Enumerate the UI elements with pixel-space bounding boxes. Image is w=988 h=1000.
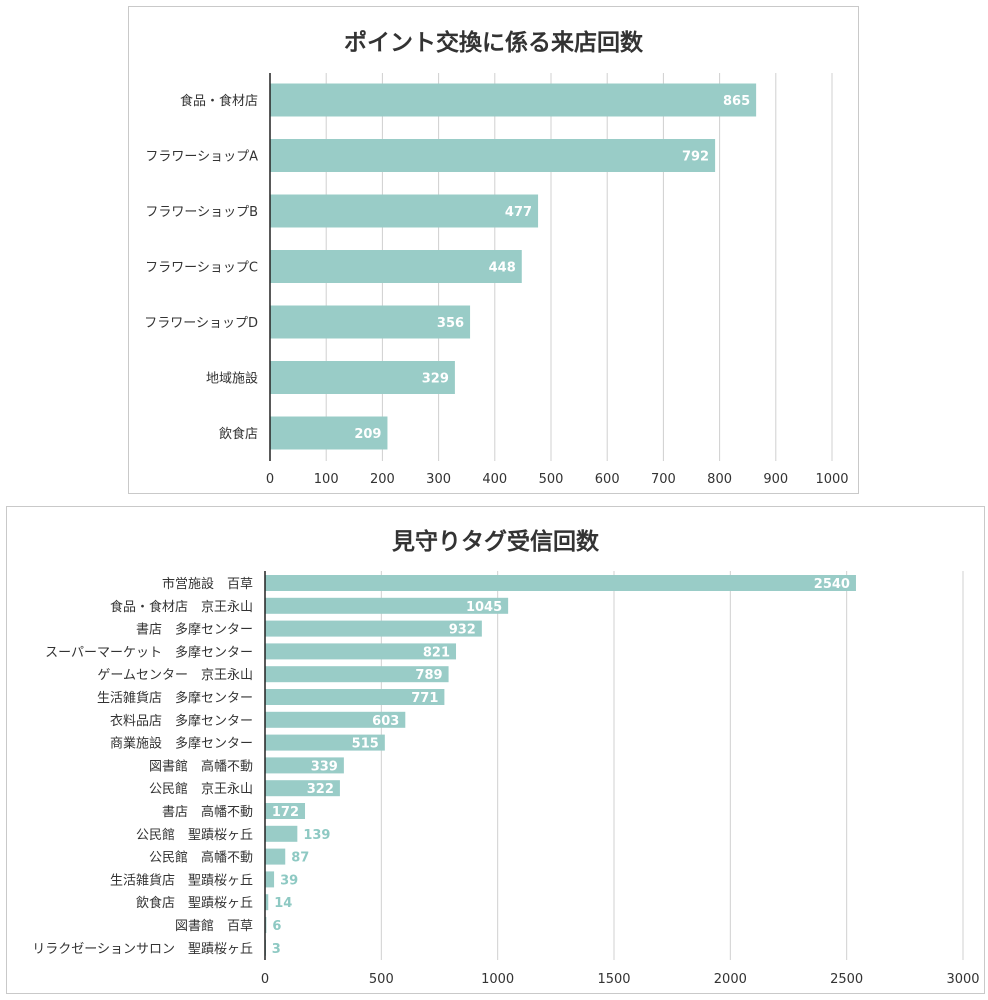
bar [270, 250, 522, 283]
data-label: 87 [291, 851, 309, 866]
x-tick-label: 0 [266, 472, 274, 487]
data-label: 1045 [466, 600, 502, 615]
category-label: フラワーショップB [145, 205, 258, 220]
bar-chart-tag-receptions: 市営施設 百草 2540 食品・食材店 京王永山 1045 書店 多摩センター 932 スー… [32, 571, 980, 987]
data-label: 209 [354, 427, 381, 442]
category-label: 書店 高幡不動 [162, 804, 253, 820]
category-label: 図書館 高幡不動 [149, 758, 253, 774]
category-label: 公民館 聖蹟桜ヶ丘 [136, 828, 253, 843]
category-label: 飲食店 [219, 426, 258, 442]
data-label: 2540 [814, 577, 850, 592]
bar [265, 780, 340, 797]
x-tick-label: 0 [261, 972, 269, 987]
data-label: 792 [682, 150, 709, 165]
bar [265, 643, 457, 660]
category-label: 市営施設 百草 [162, 576, 253, 592]
bar [265, 757, 344, 774]
data-label: 603 [372, 714, 399, 729]
category-label: フラワーショップD [144, 316, 258, 331]
category-label: 書店 多摩センター [136, 622, 253, 638]
x-tick-label: 300 [426, 472, 451, 487]
x-tick-label: 900 [763, 472, 788, 487]
category-label: 生活雑貨店 聖蹟桜ヶ丘 [110, 872, 253, 888]
bar [265, 803, 306, 819]
category-label: フラワーショップC [145, 261, 258, 276]
bar [265, 825, 298, 842]
x-tick-label: 1000 [481, 972, 514, 987]
category-label: 食品・食材店 [180, 93, 258, 109]
x-tick-label: 500 [369, 972, 394, 987]
data-label: 172 [272, 805, 299, 820]
bar [270, 305, 471, 339]
x-tick-label: 3000 [946, 972, 979, 987]
data-label: 448 [489, 261, 516, 276]
data-label: 932 [449, 623, 476, 638]
x-tick-label: 400 [482, 472, 507, 487]
data-label: 329 [422, 372, 449, 387]
data-label: 771 [411, 691, 438, 706]
bar [265, 597, 509, 614]
bar [265, 689, 445, 705]
bar [265, 711, 406, 728]
category-label: 地域施設 [206, 371, 258, 387]
category-label: フラワーショップA [145, 150, 258, 165]
category-label: リラクゼーションサロン 聖蹟桜ヶ丘 [32, 942, 253, 957]
data-label: 14 [274, 896, 292, 911]
chart-title: 見守りタグ受信回数 [392, 529, 599, 555]
x-tick-label: 200 [370, 472, 395, 487]
data-label: 865 [723, 94, 750, 109]
category-label: 生活雑貨店 多摩センター [97, 690, 253, 706]
x-tick-label: 800 [707, 472, 732, 487]
category-label: ゲームセンター 京王永山 [97, 668, 253, 683]
data-label: 789 [415, 668, 442, 683]
bar [265, 734, 385, 751]
data-label: 477 [505, 205, 532, 220]
chart-title: ポイント交換に係る来店回数 [344, 30, 643, 56]
bar [265, 848, 286, 865]
x-tick-label: 700 [651, 472, 676, 487]
bar [270, 194, 539, 228]
data-label: 39 [280, 873, 298, 888]
category-label: スーパーマーケット 多摩センター [45, 644, 253, 660]
bar [270, 83, 757, 117]
x-tick-label: 600 [595, 472, 620, 487]
bar [265, 666, 449, 683]
category-label: 飲食店 聖蹟桜ヶ丘 [136, 895, 253, 911]
category-label: 食品・食材店 京王永山 [110, 599, 253, 615]
bar [265, 871, 275, 888]
bar [265, 894, 269, 911]
data-label: 339 [311, 759, 338, 774]
data-label: 322 [307, 782, 334, 797]
x-tick-label: 2500 [830, 972, 863, 987]
category-label: 公民館 京王永山 [149, 782, 253, 797]
chart-panel-store-visits: ポイント交換に係る来店回数 食品・食材店 865 フラワーショップA 792 フラワーシ… [128, 6, 859, 494]
x-tick-label: 500 [539, 472, 564, 487]
bar [265, 620, 482, 637]
category-label: 衣料品店 多摩センター [110, 713, 253, 729]
bar [270, 416, 388, 450]
x-tick-label: 100 [314, 472, 339, 487]
bar [270, 361, 455, 394]
category-label: 商業施設 多摩センター [110, 736, 253, 752]
data-label: 3 [272, 942, 281, 957]
chart-panel-tag-receptions: 見守りタグ受信回数 市営施設 百草 2540 食品・食材店 京王永山 1045 書店 多… [6, 506, 985, 994]
data-label: 821 [423, 645, 450, 660]
data-label: 515 [352, 737, 379, 752]
x-tick-label: 1000 [815, 472, 848, 487]
x-tick-label: 2000 [714, 972, 747, 987]
category-label: 図書館 百草 [175, 919, 253, 934]
data-label: 6 [272, 919, 281, 934]
bar [265, 575, 856, 591]
category-label: 公民館 高幡不動 [149, 850, 253, 866]
x-tick-label: 1500 [597, 972, 630, 987]
bar-chart-store-visits: 食品・食材店 865 フラワーショップA 792 フラワーショップB 477 フラワーショッ… [144, 73, 849, 487]
data-label: 356 [437, 316, 464, 331]
bar [270, 139, 716, 172]
data-label: 139 [303, 828, 330, 843]
